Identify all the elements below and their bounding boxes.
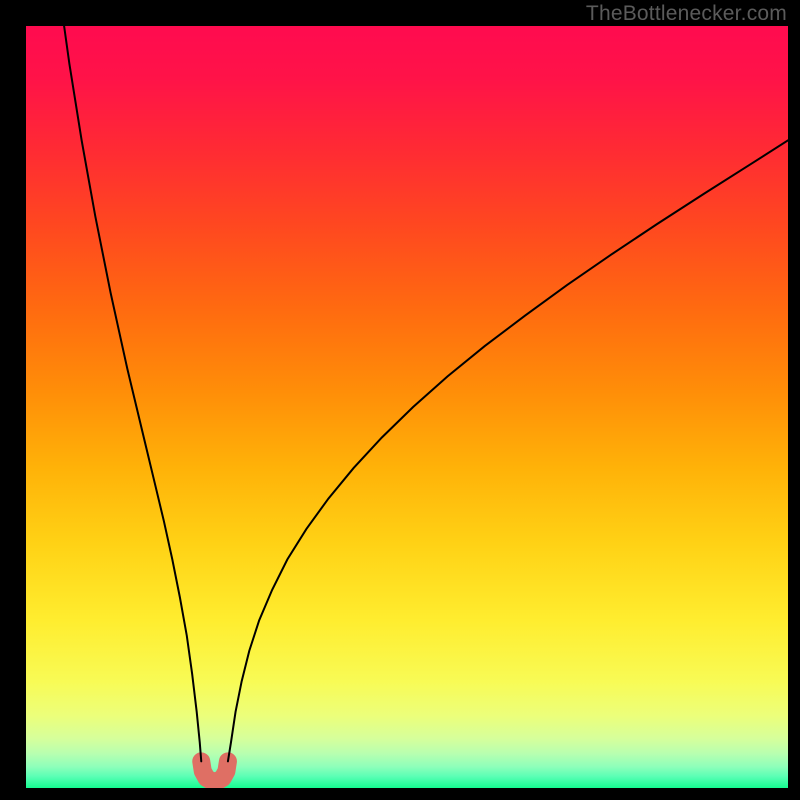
gradient-background — [26, 26, 788, 788]
plot-area — [26, 26, 788, 788]
watermark-text: TheBottlenecker.com — [586, 2, 787, 26]
chart-frame: TheBottlenecker.com — [0, 0, 800, 800]
